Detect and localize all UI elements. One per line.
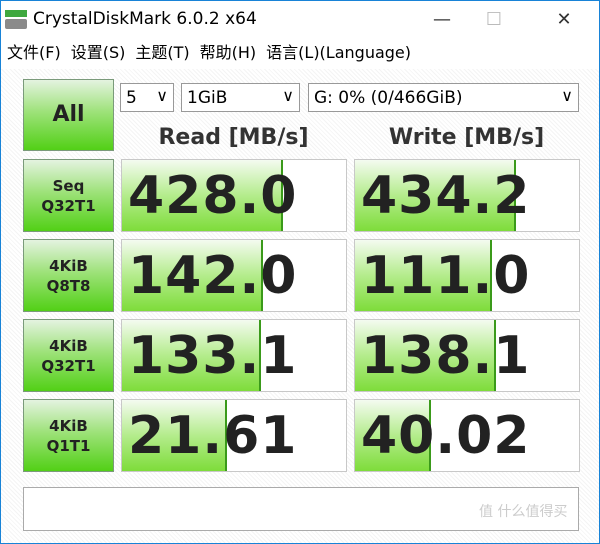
read-result: 142.0 — [121, 239, 347, 312]
menu-language[interactable]: 语言(L)(Language) — [266, 43, 412, 62]
count-select[interactable]: 5 ∨ — [120, 83, 174, 112]
chevron-down-icon: ∨ — [156, 86, 168, 105]
count-value: 5 — [126, 87, 137, 108]
read-bar — [122, 240, 264, 311]
write-value: 111.0 — [361, 246, 531, 306]
test-button[interactable]: 4KiB Q1T1 — [23, 399, 114, 472]
read-value: 21.61 — [128, 406, 298, 466]
write-value: 138.1 — [361, 326, 531, 386]
close-button[interactable]: ✕ — [556, 8, 572, 30]
test-label: 4KiB — [49, 416, 88, 435]
minimize-button[interactable]: — — [433, 8, 451, 30]
test-params: Q32T1 — [41, 196, 96, 215]
test-button[interactable]: 4KiB Q32T1 — [23, 319, 114, 392]
read-value: 428.0 — [128, 166, 298, 226]
menu-help[interactable]: 帮助(H) — [199, 43, 257, 62]
write-bar — [355, 400, 432, 471]
write-result: 434.2 — [354, 159, 580, 232]
write-bar — [355, 160, 517, 231]
read-bar — [122, 160, 284, 231]
drive-value: G: 0% (0/466GiB) — [314, 87, 463, 108]
test-label: 4KiB — [49, 256, 88, 275]
size-value: 1GiB — [187, 87, 228, 108]
watermark: 值 什么值得买 — [479, 504, 568, 520]
all-button[interactable]: All — [23, 79, 114, 151]
read-header: Read [MB/s] — [158, 125, 309, 150]
menu-settings[interactable]: 设置(S) — [70, 43, 126, 62]
test-label: 4KiB — [49, 336, 88, 355]
test-params: Q8T8 — [46, 276, 91, 295]
window-title: CrystalDiskMark 6.0.2 x64 — [33, 9, 257, 29]
chevron-down-icon: ∨ — [282, 86, 294, 105]
maximize-button[interactable]: ☐ — [485, 8, 503, 30]
menu-bar: 文件(F) 设置(S) 主题(T) 帮助(H) 语言(L)(Language) — [1, 37, 421, 65]
write-value: 434.2 — [361, 166, 531, 226]
size-select[interactable]: 1GiB ∨ — [181, 83, 300, 112]
app-icon — [5, 8, 27, 30]
write-bar — [355, 240, 492, 311]
test-params: Q1T1 — [46, 436, 91, 455]
write-bar — [355, 320, 497, 391]
write-value: 40.02 — [361, 406, 531, 466]
write-result: 111.0 — [354, 239, 580, 312]
read-bar — [122, 400, 228, 471]
menu-file[interactable]: 文件(F) — [7, 43, 61, 62]
read-result: 428.0 — [121, 159, 347, 232]
write-header: Write [MB/s] — [388, 125, 545, 150]
read-result: 133.1 — [121, 319, 347, 392]
chevron-down-icon: ∨ — [561, 86, 573, 105]
test-params: Q32T1 — [41, 356, 96, 375]
title-bar: CrystalDiskMark 6.0.2 x64 — ☐ ✕ — [1, 1, 599, 37]
write-result: 40.02 — [354, 399, 580, 472]
read-value: 142.0 — [128, 246, 298, 306]
test-button[interactable]: Seq Q32T1 — [23, 159, 114, 232]
test-label: Seq — [52, 176, 85, 195]
read-value: 133.1 — [128, 326, 298, 386]
read-bar — [122, 320, 261, 391]
test-button[interactable]: 4KiB Q8T8 — [23, 239, 114, 312]
menu-theme[interactable]: 主题(T) — [135, 43, 190, 62]
drive-select[interactable]: G: 0% (0/466GiB) ∨ — [308, 83, 579, 112]
write-result: 138.1 — [354, 319, 580, 392]
status-bar — [23, 487, 579, 531]
read-result: 21.61 — [121, 399, 347, 472]
